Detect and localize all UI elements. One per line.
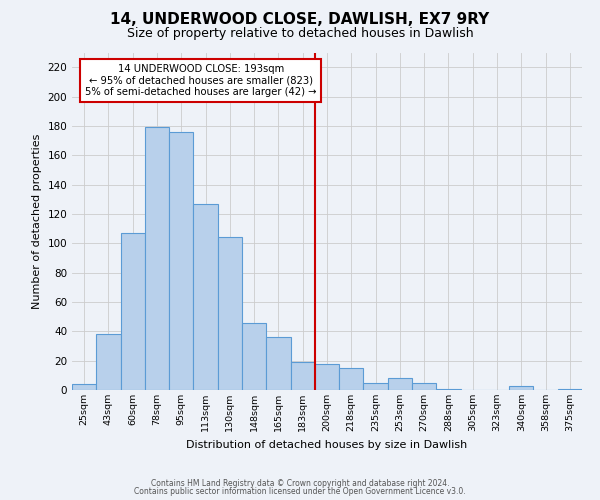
Bar — [72, 384, 96, 390]
Bar — [169, 132, 193, 390]
Bar — [509, 386, 533, 390]
Bar — [218, 238, 242, 390]
Bar — [242, 322, 266, 390]
Text: Size of property relative to detached houses in Dawlish: Size of property relative to detached ho… — [127, 28, 473, 40]
Bar — [96, 334, 121, 390]
Bar — [290, 362, 315, 390]
Bar — [145, 128, 169, 390]
Text: Contains HM Land Registry data © Crown copyright and database right 2024.: Contains HM Land Registry data © Crown c… — [151, 478, 449, 488]
Text: 14, UNDERWOOD CLOSE, DAWLISH, EX7 9RY: 14, UNDERWOOD CLOSE, DAWLISH, EX7 9RY — [110, 12, 490, 28]
Text: Contains public sector information licensed under the Open Government Licence v3: Contains public sector information licen… — [134, 487, 466, 496]
Bar — [388, 378, 412, 390]
Bar — [121, 233, 145, 390]
Bar — [315, 364, 339, 390]
Text: 14 UNDERWOOD CLOSE: 193sqm
← 95% of detached houses are smaller (823)
5% of semi: 14 UNDERWOOD CLOSE: 193sqm ← 95% of deta… — [85, 64, 316, 98]
Bar — [412, 382, 436, 390]
Bar — [558, 388, 582, 390]
Bar — [339, 368, 364, 390]
X-axis label: Distribution of detached houses by size in Dawlish: Distribution of detached houses by size … — [187, 440, 467, 450]
Bar — [266, 337, 290, 390]
Bar — [193, 204, 218, 390]
Y-axis label: Number of detached properties: Number of detached properties — [32, 134, 42, 309]
Bar — [364, 382, 388, 390]
Bar — [436, 388, 461, 390]
